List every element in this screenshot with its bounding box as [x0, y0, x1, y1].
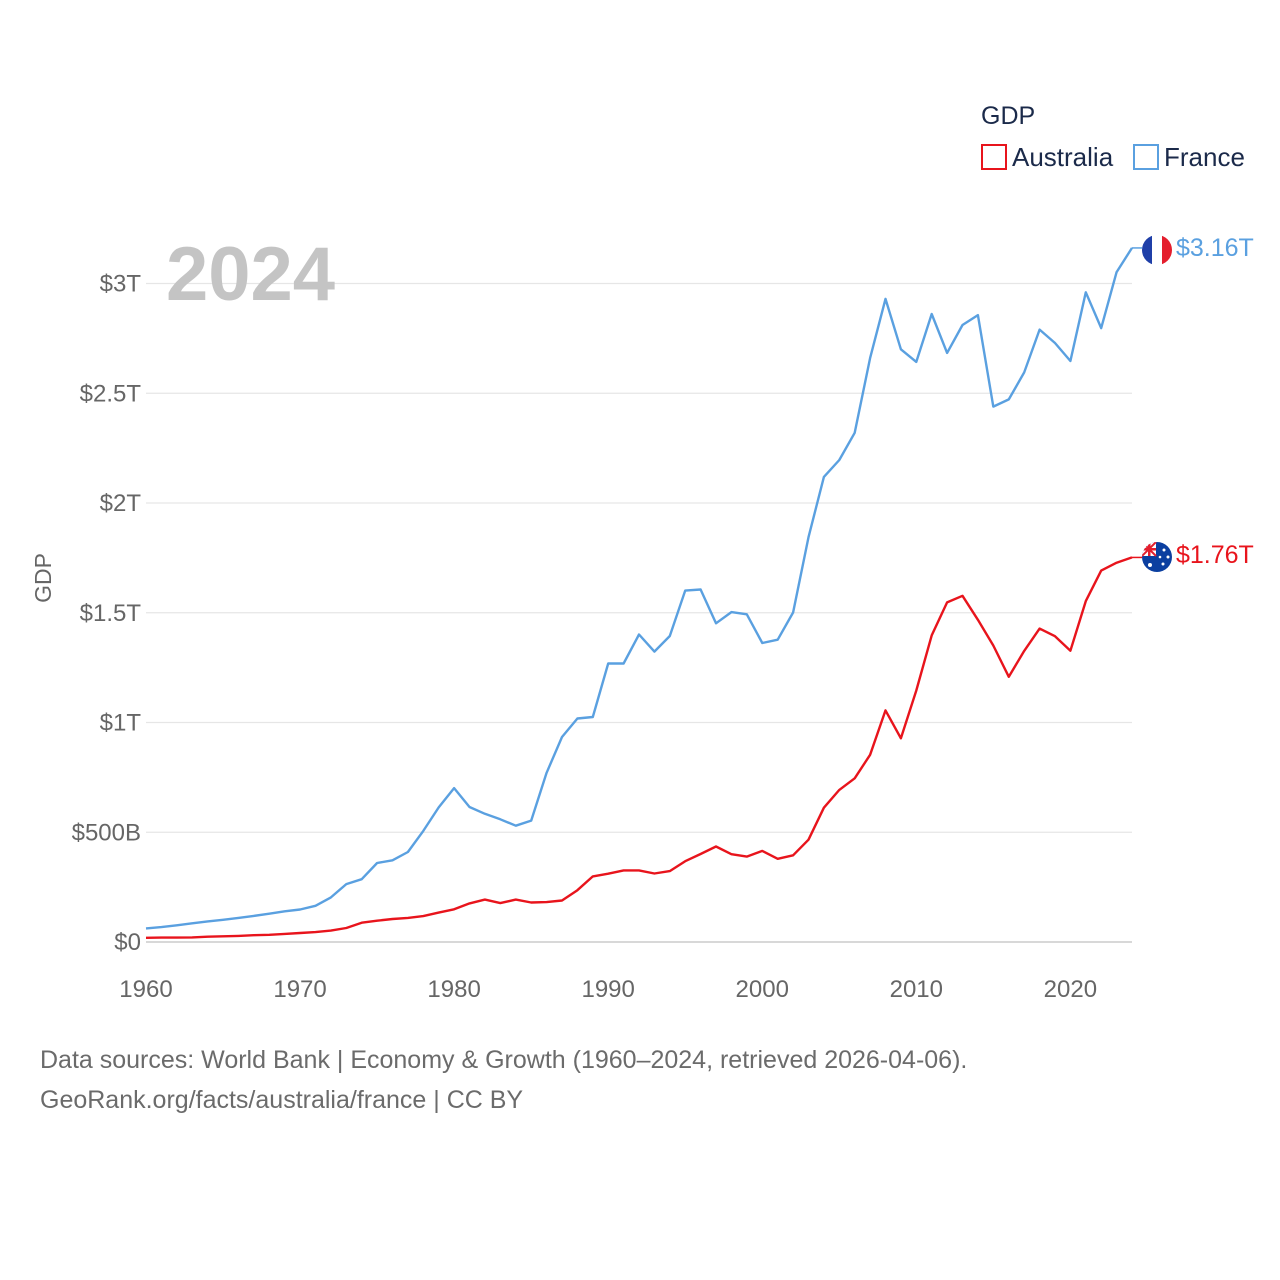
y-tick-label: $3T — [100, 271, 142, 298]
end-label-france: $3.16T — [1176, 234, 1254, 262]
y-tick-label: $500B — [72, 819, 141, 846]
y-tick-label: $2T — [100, 490, 142, 517]
legend-title: GDP — [981, 102, 1035, 130]
x-tick-label: 1960 — [119, 976, 172, 1003]
x-tick-label: 2000 — [736, 976, 789, 1003]
x-tick-label: 1990 — [581, 976, 634, 1003]
legend: GDP Australia France — [981, 102, 1245, 172]
y-axis-ticks: $0 $500B $1T $1.5T $2T $2.5T $3T — [72, 271, 142, 957]
series-line-australia[interactable] — [145, 556, 1133, 939]
x-tick-label: 1970 — [273, 976, 326, 1003]
y-tick-label: $1T — [100, 710, 142, 737]
year-label: 2024 — [166, 232, 335, 317]
end-label-australia: $1.76T — [1176, 541, 1254, 569]
x-axis-ticks: 1960 1970 1980 1990 2000 2010 2020 — [119, 976, 1097, 1003]
x-tick-label: 2010 — [890, 976, 943, 1003]
legend-label-australia[interactable]: Australia — [1012, 142, 1114, 172]
source-line: Data sources: World Bank | Economy & Gro… — [40, 1046, 968, 1074]
france-flag-icon — [1142, 235, 1172, 265]
x-tick-label: 1980 — [427, 976, 480, 1003]
source-link[interactable]: GeoRank.org/facts/australia/france | CC … — [40, 1086, 524, 1114]
y-axis-label: GDP — [30, 553, 56, 603]
source-note: Data sources: World Bank | Economy & Gro… — [40, 1040, 967, 1120]
legend-label-france[interactable]: France — [1164, 142, 1245, 172]
series-line-france[interactable] — [145, 247, 1134, 930]
legend-swatch-france[interactable] — [1133, 144, 1159, 170]
y-tick-label: $2.5T — [80, 380, 142, 407]
y-tick-label: $0 — [114, 929, 141, 956]
x-tick-label: 2020 — [1044, 976, 1097, 1003]
australia-flag-icon — [1142, 542, 1172, 572]
gridlines — [146, 282, 1132, 833]
series-lines — [145, 247, 1142, 939]
y-tick-label: $1.5T — [80, 600, 142, 627]
legend-swatch-australia[interactable] — [981, 144, 1007, 170]
